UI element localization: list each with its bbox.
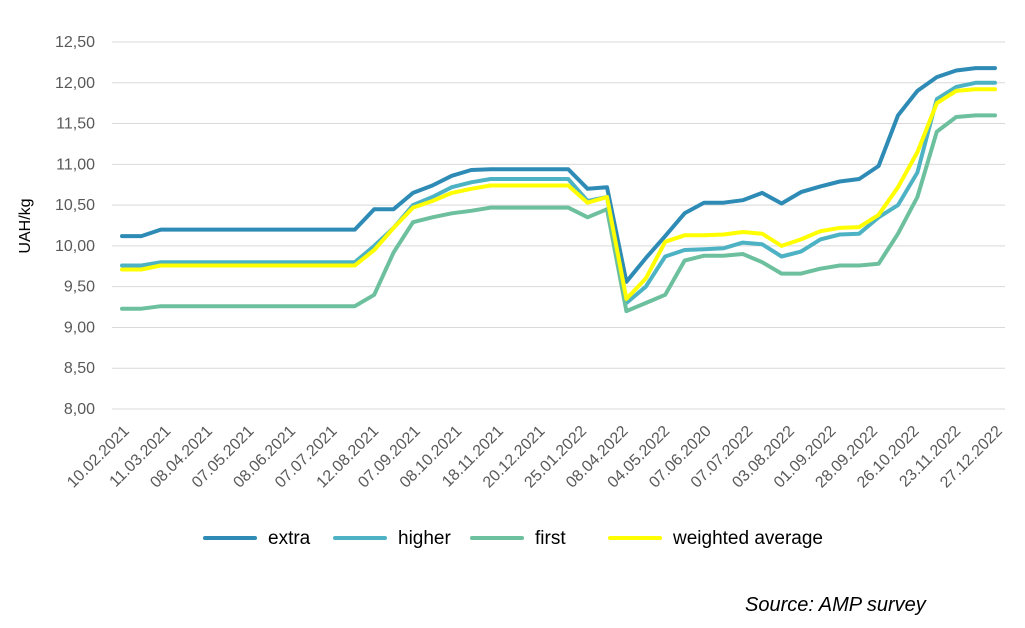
x-axis-tick-labels: 10.02.202111.03.202108.04.202107.05.2021… xyxy=(64,423,1006,492)
legend-label-extra: extra xyxy=(268,528,311,549)
y-tick-label: 11,00 xyxy=(56,156,95,173)
y-tick-label: 9,00 xyxy=(64,319,95,336)
source-note: Source: AMP survey xyxy=(745,594,926,616)
y-tick-label: 11,50 xyxy=(56,116,95,133)
series-line-higher xyxy=(120,80,997,305)
y-tick-label: 12,50 xyxy=(55,34,95,51)
series-line-weighted-average xyxy=(120,87,997,301)
y-tick-label: 10,50 xyxy=(55,197,95,214)
legend: extra higher first weighted average xyxy=(203,528,823,549)
legend-label-first: first xyxy=(535,528,566,549)
y-axis-tick-labels: 12,50 12,00 11,50 11,00 10,50 10,00 9,50 9,00 8,… xyxy=(55,34,95,418)
series-line-first xyxy=(120,113,997,314)
y-tick-label: 8,50 xyxy=(64,360,95,377)
series-line-extra xyxy=(120,66,997,284)
series-lines xyxy=(120,66,997,314)
y-tick-label: 12,00 xyxy=(55,75,95,92)
gridlines xyxy=(112,41,1005,410)
legend-label-higher: higher xyxy=(398,528,451,549)
y-tick-label: 8,00 xyxy=(64,401,95,418)
y-axis-title: UAH/kg xyxy=(17,198,34,253)
y-tick-label: 9,50 xyxy=(64,279,95,296)
legend-label-weighted-average: weighted average xyxy=(672,528,823,549)
y-tick-label: 10,00 xyxy=(55,238,95,255)
